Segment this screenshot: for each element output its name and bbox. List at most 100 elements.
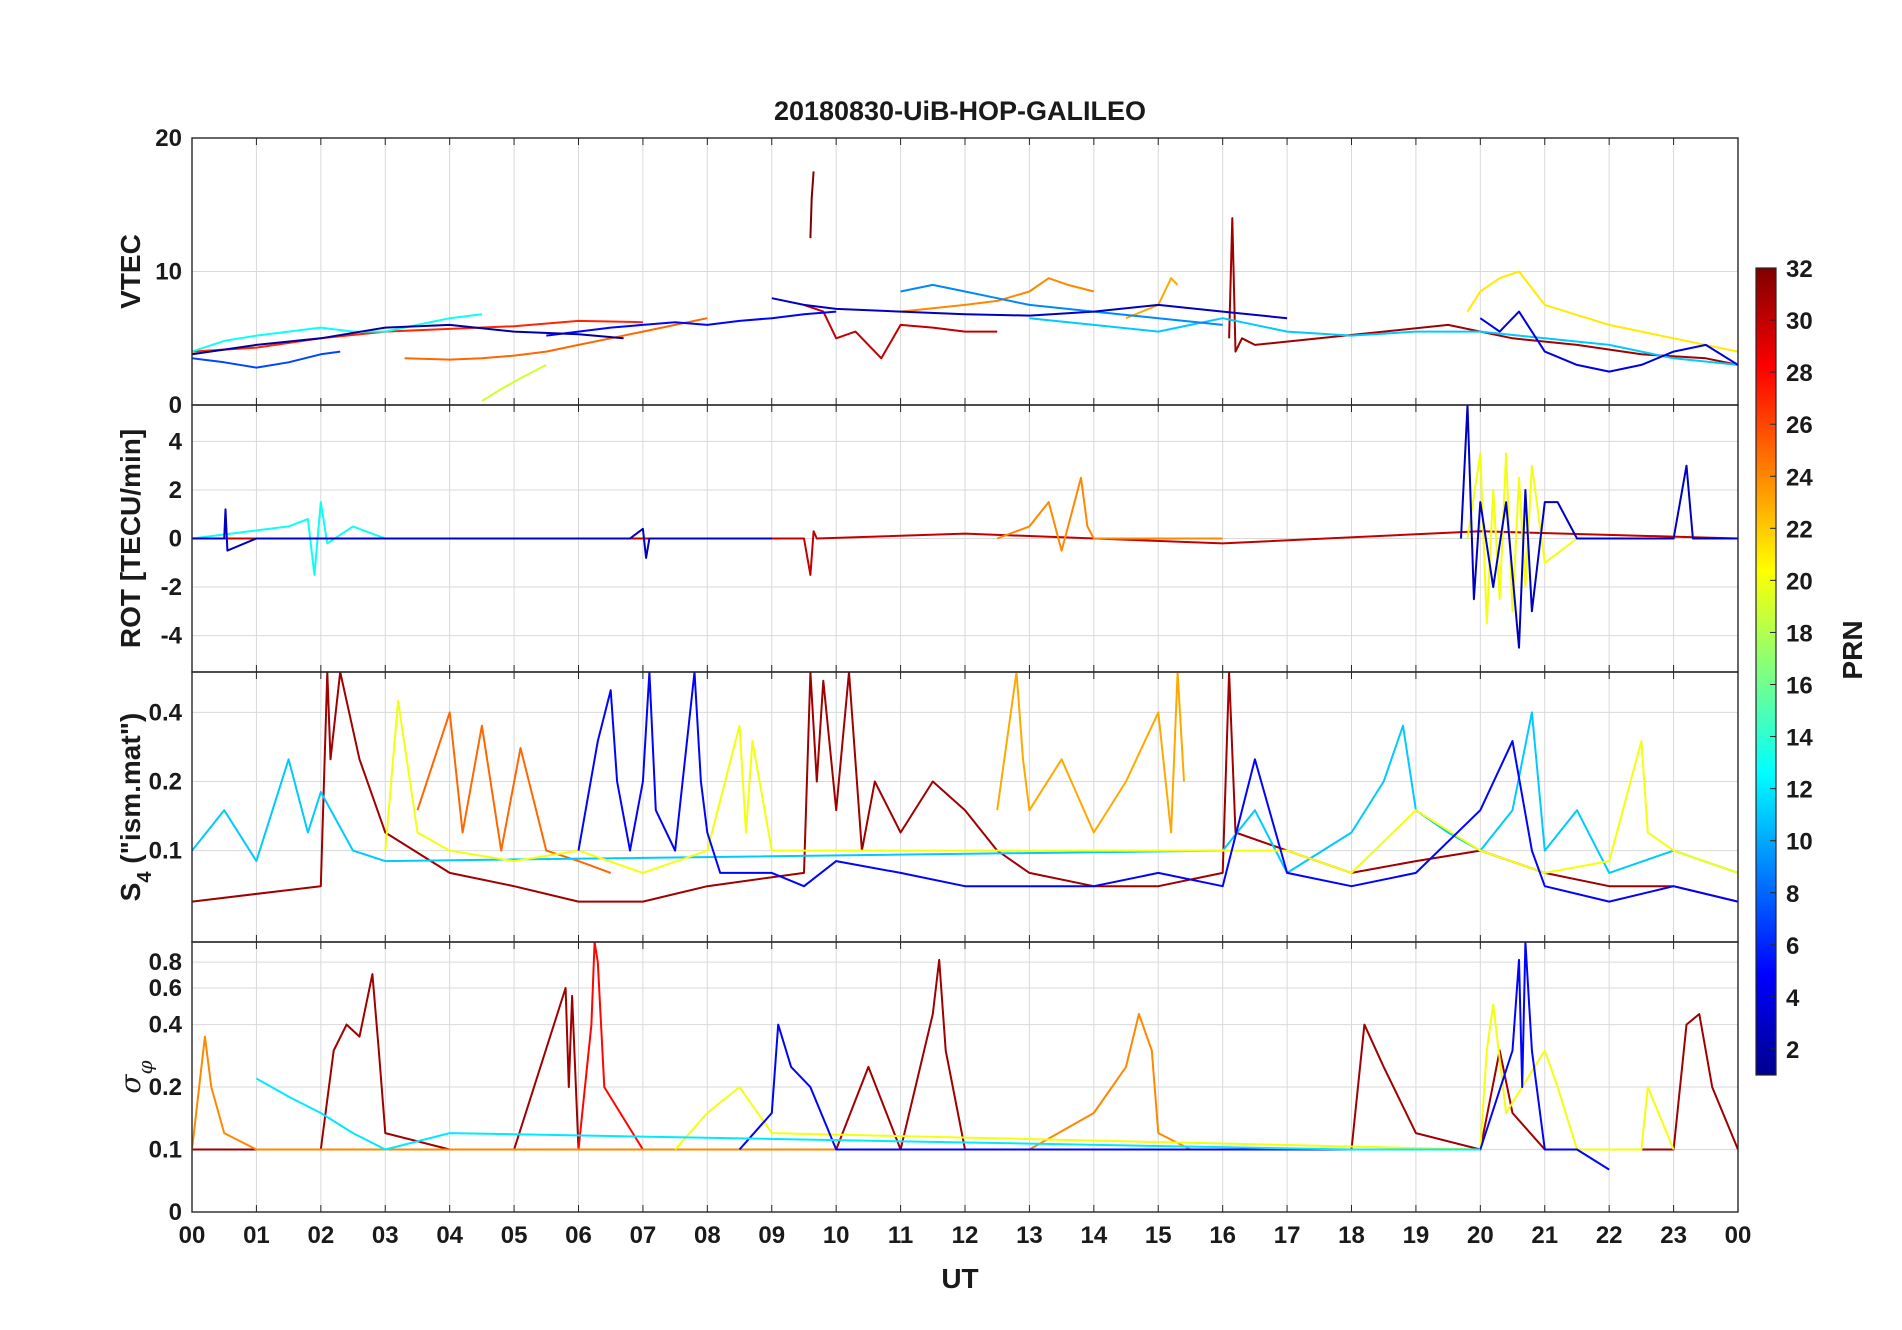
colorbar-tick-label: 12	[1786, 777, 1813, 804]
series-line-prn-12	[255, 1077, 1481, 1151]
y-axis-label-main: σ	[114, 1074, 147, 1094]
colorbar-label: PRN	[1837, 620, 1868, 679]
series-line-prn-31	[1228, 217, 1738, 366]
x-tick-label: 04	[436, 1222, 463, 1249]
y-axis-label: VTEC	[115, 234, 146, 309]
y-axis-label: S4 ("ism.mat")	[115, 713, 156, 902]
x-tick-label: 16	[1209, 1222, 1236, 1249]
series-line-prn-25	[416, 711, 612, 874]
x-tick-label: 03	[372, 1222, 399, 1249]
x-tick-label: 22	[1596, 1222, 1623, 1249]
panel-1: 0 10 20 VTEC	[115, 125, 1739, 419]
y-tick-label: 0.1	[149, 1137, 182, 1164]
y-tick-label: 0.6	[149, 975, 182, 1002]
x-tick-label: 23	[1660, 1222, 1687, 1249]
x-tick-label: 07	[630, 1222, 657, 1249]
series-line-prn-32	[809, 171, 815, 239]
x-tick-label: 17	[1274, 1222, 1301, 1249]
y-tick-label: 4	[169, 428, 183, 455]
colorbar-tick-label: 22	[1786, 516, 1813, 543]
x-tick-label: 18	[1338, 1222, 1365, 1249]
series-line-prn-5	[577, 672, 1738, 903]
x-axis: 00 01 02 03 04 05 06 07 08 09 10 11 12 13 14 15 16 17 18 19…	[179, 1222, 1752, 1249]
x-axis-label: UT	[941, 1263, 978, 1294]
colorbar-tick-label: 6	[1786, 933, 1799, 960]
x-tick-label: 00	[179, 1222, 206, 1249]
colorbar-tick-label: 2	[1786, 1037, 1799, 1064]
series-line-prn-24	[900, 277, 1095, 313]
series-line-prn-20	[384, 699, 1738, 874]
colorbar-tick-label: 18	[1786, 620, 1813, 647]
colorbar-tick-label: 24	[1786, 464, 1813, 491]
chart-title: 20180830-UiB-HOP-GALILEO	[774, 96, 1146, 126]
series-group	[192, 405, 1738, 649]
series-line-prn-11	[192, 711, 1738, 874]
series-line-prn-25	[404, 317, 708, 361]
y-axis-label-sub: φ	[133, 1060, 157, 1074]
series-line-prn-30	[803, 303, 998, 360]
colorbar-tick-label: 4	[1786, 985, 1800, 1012]
y-axis-label: σφ	[114, 1060, 157, 1093]
x-tick-label: 00	[1725, 1222, 1752, 1249]
x-tick-label: 06	[565, 1222, 592, 1249]
y-tick-label: 0.2	[149, 769, 182, 796]
y-tick-label: -4	[161, 623, 183, 650]
series-line-prn-5	[546, 310, 837, 337]
y-tick-label: 0	[169, 526, 182, 553]
x-tick-label: 11	[888, 1222, 913, 1249]
colorbar-tick-label: 30	[1786, 308, 1813, 335]
series-line-prn-27	[192, 319, 643, 353]
series-line-prn-7	[192, 350, 341, 369]
series-line-prn-3	[192, 508, 772, 559]
series-line-prn-23	[996, 672, 1185, 834]
colorbar-tick-label: 20	[1786, 568, 1813, 595]
series-line-prn-23	[1125, 277, 1179, 320]
y-tick-label: 10	[155, 259, 182, 286]
colorbar-tick-label: 32	[1786, 256, 1813, 283]
series-group	[192, 672, 1738, 903]
series-line-prn-13	[192, 313, 483, 353]
panel-2: -4 -2 0 2 4 ROT [TECU/min]	[115, 404, 1739, 673]
y-tick-label: 0.4	[149, 1012, 183, 1039]
panel-3: 0.10.20.4S4 ("ism.mat")	[115, 671, 1739, 943]
colorbar-tick-label: 16	[1786, 673, 1813, 700]
x-tick-label: 14	[1080, 1222, 1107, 1249]
y-axis-label-sub: 4	[134, 871, 156, 883]
y-tick-label: 0.2	[149, 1074, 182, 1101]
colorbar-gradient	[1755, 267, 1777, 1076]
series-line-prn-20	[674, 1003, 1675, 1151]
series-line-prn-21	[1466, 270, 1738, 353]
y-tick-label: 0	[169, 392, 182, 419]
x-tick-label: 12	[952, 1222, 979, 1249]
series-line-prn-9	[900, 283, 1223, 326]
x-tick-label: 01	[243, 1222, 270, 1249]
series-line-prn-24	[996, 476, 1223, 552]
colorbar-tick-label: 14	[1786, 725, 1813, 752]
x-tick-label: 09	[758, 1222, 785, 1249]
series-group	[192, 171, 1738, 402]
colorbar-tick-label: 10	[1786, 829, 1813, 856]
series-line-prn-19	[481, 364, 547, 402]
y-tick-label: 0.1	[149, 838, 182, 865]
y-axis-label: ROT [TECU/min]	[115, 429, 146, 648]
series-group	[192, 942, 1738, 1171]
y-tick-label: 0.4	[149, 699, 183, 726]
x-tick-label: 21	[1531, 1222, 1558, 1249]
series-line-prn-3	[771, 297, 1288, 320]
y-axis-label-rest: ("ism.mat")	[115, 713, 146, 872]
x-tick-label: 02	[307, 1222, 334, 1249]
series-line-prn-5	[738, 942, 1610, 1171]
series-line-prn-2	[192, 323, 624, 356]
panel-4: 0 0.1 0.2 0.4 0.60.8 σφ	[114, 941, 1739, 1226]
colorbar-tick-label: 8	[1786, 881, 1799, 908]
y-tick-label: 0	[169, 1199, 182, 1226]
y-tick-label: 0.8	[149, 949, 182, 976]
x-tick-label: 08	[694, 1222, 721, 1249]
y-tick-label: 2	[169, 477, 182, 504]
y-axis-label-main: S	[115, 883, 146, 902]
x-tick-label: 20	[1467, 1222, 1494, 1249]
